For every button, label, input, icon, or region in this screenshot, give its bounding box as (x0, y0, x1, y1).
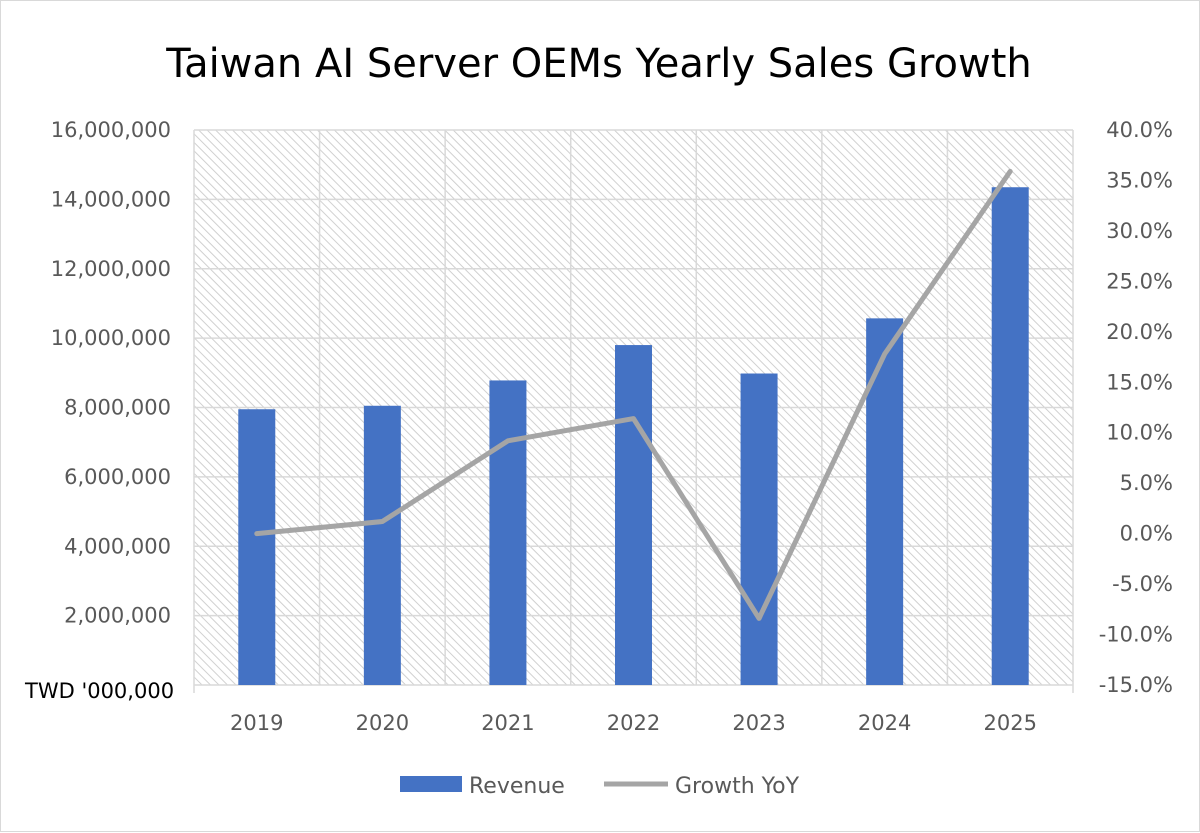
left-tick-label: 4,000,000 (64, 534, 171, 558)
left-axis-ticks: 16,000,000 14,000,000 12,000,000 10,000,000… (51, 118, 171, 628)
right-tick-label: 40.0% (1106, 118, 1173, 142)
right-tick-label: 30.0% (1106, 219, 1173, 243)
right-tick-label: 10.0% (1106, 421, 1173, 445)
revenue-bar-2022 (615, 345, 652, 685)
growth-point-2020 (381, 521, 383, 523)
x-tick-label-2020: 2020 (356, 711, 409, 735)
gridlines (193, 129, 1074, 693)
growth-point-2023 (758, 617, 760, 619)
x-tick-label-2022: 2022 (607, 711, 660, 735)
growth-point-2025 (1009, 170, 1011, 172)
revenue-bar-2024 (866, 318, 904, 685)
left-tick-label: 2,000,000 (64, 604, 171, 628)
legend-revenue-swatch (400, 776, 462, 792)
x-tick-label-2023: 2023 (732, 711, 785, 735)
revenue-bar-2020 (363, 405, 401, 685)
right-tick-label: 0.0% (1120, 522, 1173, 546)
right-tick-label: -5.0% (1112, 572, 1173, 596)
revenue-bar-2023 (740, 373, 778, 685)
legend-growth-label: Growth YoY (675, 774, 800, 799)
left-tick-label: 12,000,000 (51, 257, 171, 281)
growth-point-2021 (507, 440, 509, 442)
revenue-bars (238, 187, 1029, 685)
right-tick-label: 25.0% (1106, 269, 1173, 293)
right-axis-ticks: 40.0% 35.0% 30.0% 25.0% 20.0% 15.0% 10.0% 5.0% 0… (1099, 118, 1173, 697)
revenue-bar-2021 (489, 380, 527, 685)
growth-line (254, 168, 1013, 621)
right-tick-label: -10.0% (1099, 623, 1173, 647)
right-tick-label: 35.0% (1106, 168, 1173, 192)
right-tick-label: 15.0% (1106, 370, 1173, 394)
legend-revenue-label: Revenue (469, 774, 565, 799)
left-axis-unit-label: TWD '000,000 (24, 679, 174, 703)
right-tick-label: -15.0% (1099, 673, 1173, 697)
left-tick-label: 10,000,000 (51, 326, 171, 350)
x-tick-label-2024: 2024 (858, 711, 911, 735)
x-tick-label-2019: 2019 (230, 711, 283, 735)
left-tick-label: 14,000,000 (51, 187, 171, 211)
revenue-bar-2019 (238, 409, 276, 685)
growth-point-2024 (884, 353, 886, 355)
left-tick-label: 6,000,000 (64, 465, 171, 489)
left-tick-label: 16,000,000 (51, 118, 171, 142)
chart-title: Taiwan AI Server OEMs Yearly Sales Growt… (165, 41, 1031, 87)
left-tick-label: 8,000,000 (64, 396, 171, 420)
growth-point-2019 (256, 533, 258, 535)
growth-point-2022 (633, 418, 634, 420)
x-tick-label-2025: 2025 (983, 711, 1036, 735)
x-axis-ticks: 2019 2020 2021 2022 2023 2024 2025 (230, 711, 1037, 735)
right-tick-label: 5.0% (1120, 471, 1173, 495)
x-tick-label-2021: 2021 (481, 711, 534, 735)
right-tick-label: 20.0% (1106, 320, 1173, 344)
revenue-bar-2025 (991, 187, 1029, 685)
legend: Revenue Growth YoY (400, 774, 800, 799)
